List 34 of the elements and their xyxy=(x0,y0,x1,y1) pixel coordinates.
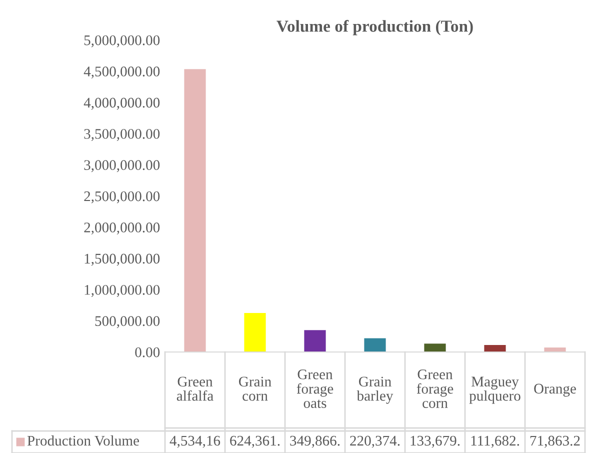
y-tick-label: 5,000,000.00 xyxy=(84,35,160,48)
y-tick-label: 4,000,000.00 xyxy=(84,98,160,110)
bar xyxy=(424,344,446,352)
bar xyxy=(304,330,326,352)
x-tick-label: Green forage corn xyxy=(416,370,454,408)
y-tick-label: 500,000.00 xyxy=(95,316,160,328)
bar xyxy=(364,338,386,352)
x-tick-label: Orange xyxy=(534,384,576,397)
y-tick-label: 2,500,000.00 xyxy=(84,191,160,204)
data-label: 111,682. xyxy=(471,436,520,448)
chart-title: Volume of production (Ton) xyxy=(276,20,473,36)
data-label: 71,863.2 xyxy=(530,436,580,448)
y-tick-label: 4,500,000.00 xyxy=(84,66,160,78)
x-tick-label: Green forage oats xyxy=(296,370,334,408)
x-tick-label: Grain barley xyxy=(356,376,394,404)
data-label: 4,534,16 xyxy=(170,436,220,448)
bar xyxy=(484,345,506,352)
x-tick-label: Maguey pulquero xyxy=(469,376,520,404)
y-tick-label: 3,500,000.00 xyxy=(84,128,160,141)
y-tick-label: 3,000,000.00 xyxy=(84,160,160,172)
x-tick-label: Green alfalfa xyxy=(176,376,214,401)
bar xyxy=(544,348,566,352)
bar xyxy=(184,69,206,352)
y-tick-label: 1,500,000.00 xyxy=(84,254,160,266)
x-tick-label: Grain corn xyxy=(238,376,272,401)
y-tick-label: 1,000,000.00 xyxy=(84,284,160,297)
legend-label: Production Volume xyxy=(27,435,139,446)
data-label: 624,361. xyxy=(230,436,280,448)
data-label: 349,866. xyxy=(290,436,340,448)
data-label: 220,374. xyxy=(350,436,400,448)
y-tick-label: 2,000,000.00 xyxy=(84,222,160,234)
data-label: 133,679. xyxy=(410,436,460,448)
y-tick-label: 0.00 xyxy=(135,347,160,358)
bar xyxy=(244,313,266,352)
